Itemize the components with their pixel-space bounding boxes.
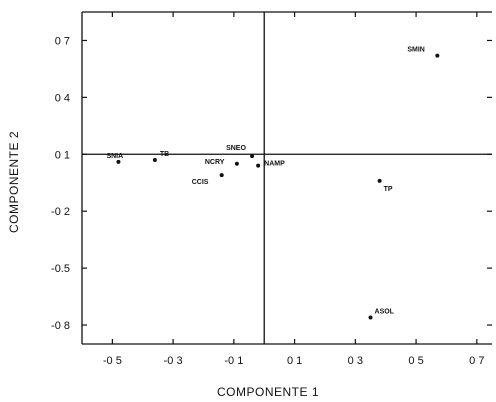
x-tick-label: -0 5	[103, 355, 122, 367]
point-sneo	[250, 154, 255, 159]
y-tick-label: 0 4	[55, 92, 70, 104]
point-label-asol: ASOL	[375, 308, 395, 315]
point-snia	[116, 159, 121, 164]
point-label-tb: TB	[160, 151, 169, 158]
y-axis-title: COMPONENTE 2	[7, 131, 21, 233]
x-axis-ticks: -0 5 -0 3 -0 1 0 1 0 3 0 5 0 7	[103, 12, 484, 367]
y-tick-label: -0 2	[51, 206, 70, 218]
y-tick-label: 0 7	[55, 35, 70, 47]
point-label-snia: SNIA	[106, 153, 123, 160]
point-tp	[377, 178, 382, 183]
reference-lines	[82, 12, 492, 344]
y-tick-label: -0 8	[51, 320, 70, 332]
y-tick-label: 0 1	[55, 149, 70, 161]
y-tick-label: -0.5	[51, 263, 70, 275]
point-label-namp: NAMP	[264, 161, 285, 168]
point-label-sneo: SNEO	[226, 145, 246, 152]
x-tick-label: -0 3	[164, 355, 183, 367]
plot-frame	[81, 11, 492, 345]
point-asol	[368, 315, 373, 320]
y-axis-ticks: 0 7 0 4 0 1 -0 2 -0.5 -0 8	[51, 35, 492, 332]
point-namp	[256, 163, 261, 168]
x-axis-title: COMPONENTE 1	[217, 385, 319, 399]
point-smin	[435, 53, 440, 58]
x-tick-label: 0 3	[348, 355, 363, 367]
point-label-ccis: CCIS	[192, 179, 209, 186]
point-label-ncry: NCRY	[205, 159, 225, 166]
point-label-tp: TP	[384, 186, 393, 193]
point-ccis	[219, 173, 224, 178]
x-tick-label: 0 1	[287, 355, 302, 367]
x-tick-label: 0 5	[408, 355, 423, 367]
point-ncry	[234, 161, 239, 166]
point-label-smin: SMIN	[407, 47, 425, 54]
x-tick-label: 0 7	[469, 355, 484, 367]
x-tick-label: -0 1	[224, 355, 243, 367]
point-tb	[152, 157, 157, 162]
